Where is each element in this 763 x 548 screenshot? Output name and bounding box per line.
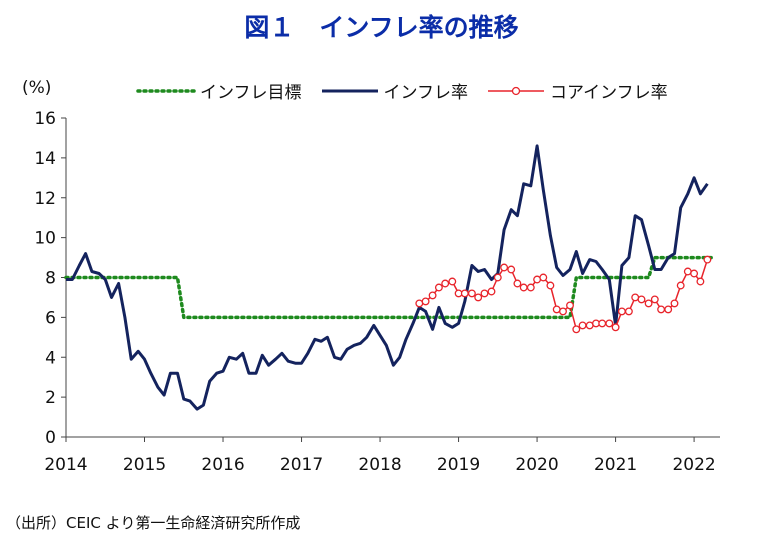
x-tick-label: 2020 — [515, 455, 558, 475]
core-inflation-point — [585, 321, 594, 330]
y-tick-label: 6 — [45, 308, 56, 328]
legend-swatch-target — [136, 88, 196, 93]
core-inflation-point — [631, 293, 640, 302]
y-axis-label: (%) — [22, 78, 52, 98]
core-inflation-point — [664, 305, 673, 314]
x-tick-label: 2016 — [201, 455, 244, 475]
y-tick-label: 0 — [45, 428, 56, 448]
core-inflation-point — [415, 299, 424, 308]
x-tick-label: 2019 — [437, 455, 480, 475]
core-inflation-point — [513, 279, 522, 288]
core-inflation-point — [507, 265, 516, 274]
core-inflation-point — [676, 281, 685, 290]
core-inflation-point — [467, 289, 476, 298]
core-inflation-point — [559, 307, 567, 316]
legend-label-target: インフレ目標 — [200, 83, 302, 103]
series-line-1 — [66, 144, 709, 411]
x-tick-label: 2015 — [123, 455, 166, 475]
core-inflation-point — [637, 295, 646, 304]
y-tick-label: 12 — [34, 189, 56, 209]
chart-title: 図１ インフレ率の推移 — [244, 13, 519, 42]
y-tick-label: 16 — [34, 109, 56, 129]
y-tick-label: 14 — [34, 149, 56, 169]
core-inflation-point — [624, 307, 633, 316]
core-inflation-point — [670, 299, 679, 308]
core-inflation-point — [448, 277, 457, 286]
core-inflation-point — [441, 279, 450, 288]
core-inflation-point — [572, 325, 581, 334]
y-tick-label: 4 — [45, 348, 56, 368]
legend-item-inflation: インフレ率 — [320, 78, 469, 103]
core-inflation-point — [552, 305, 561, 314]
x-tick-label: 2021 — [594, 455, 637, 475]
legend-label-core: コアインフレ率 — [550, 83, 668, 103]
y-tick-label: 8 — [45, 269, 56, 289]
core-inflation-point — [566, 301, 574, 310]
core-inflation-point — [617, 307, 626, 316]
legend-item-core: コアインフレ率 — [486, 78, 668, 103]
x-tick-label: 2017 — [280, 455, 323, 475]
legend-swatch-inflation — [321, 89, 378, 92]
legend-item-target: インフレ目標 — [136, 78, 302, 103]
core-inflation-point — [657, 305, 666, 314]
y-tick-label: 2 — [45, 388, 56, 408]
core-inflation-point — [480, 289, 489, 298]
core-inflation-point — [487, 287, 496, 296]
core-inflation-point — [650, 295, 659, 304]
core-inflation-point — [519, 283, 528, 292]
x-tick-label: 2018 — [358, 455, 401, 475]
y-tick-label: 10 — [34, 229, 56, 249]
core-inflation-point — [644, 299, 653, 308]
core-inflation-point — [493, 273, 502, 282]
core-inflation-point — [546, 281, 555, 290]
core-inflation-point — [474, 293, 483, 302]
source-note: （出所）CEIC より第一生命経済研究所作成 — [6, 514, 301, 532]
core-inflation-point — [683, 267, 692, 276]
x-tick-label: 2022 — [672, 455, 715, 475]
core-inflation-point — [421, 297, 430, 306]
core-inflation-point — [598, 319, 607, 328]
core-inflation-point — [434, 283, 443, 292]
core-inflation-point — [611, 323, 620, 332]
legend-swatch-core — [488, 86, 544, 95]
core-inflation-point — [578, 321, 587, 330]
legend: インフレ目標 インフレ率 コアインフレ率 — [136, 78, 686, 103]
core-inflation-point — [605, 319, 614, 328]
core-inflation-point — [690, 269, 699, 278]
core-inflation-point — [500, 263, 509, 272]
core-inflation-point — [696, 277, 705, 286]
core-inflation-point — [526, 283, 535, 292]
legend-label-inflation: インフレ率 — [383, 83, 469, 103]
core-inflation-point — [460, 289, 469, 298]
x-tick-label: 2014 — [44, 455, 87, 475]
core-inflation-point — [703, 255, 712, 264]
core-inflation-point — [539, 273, 548, 282]
core-inflation-point — [428, 291, 437, 300]
